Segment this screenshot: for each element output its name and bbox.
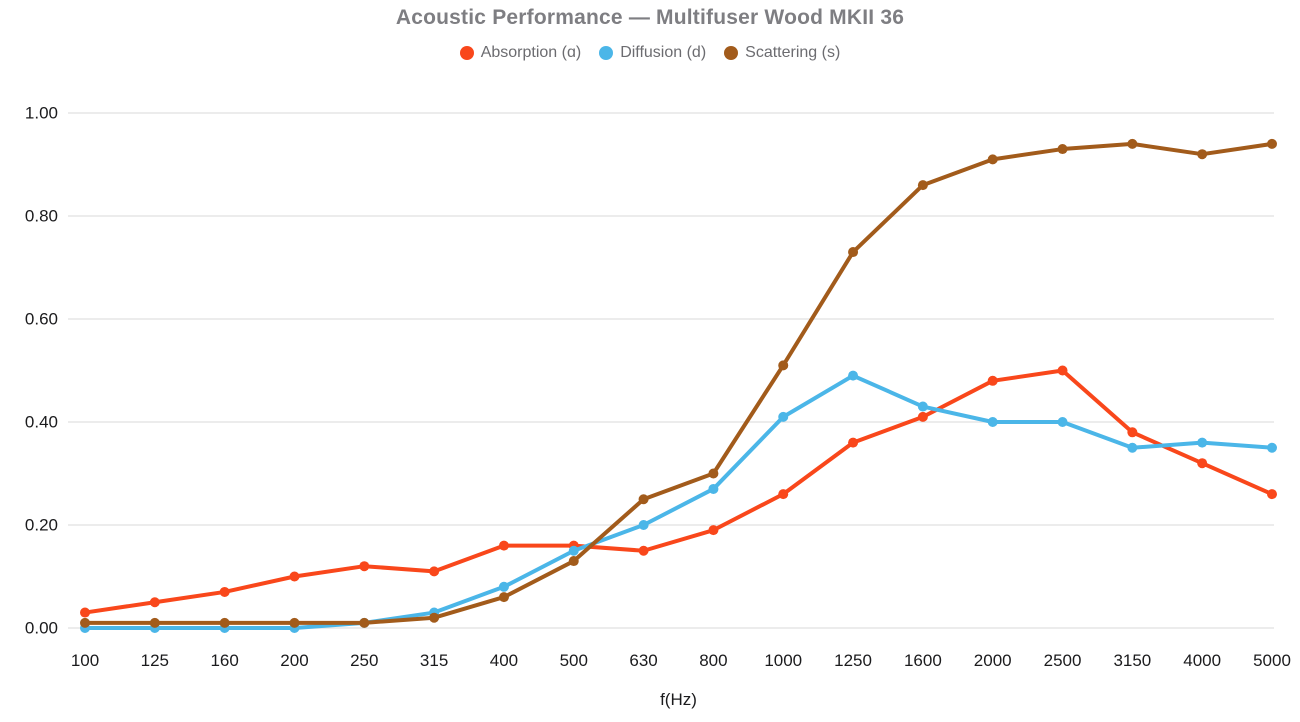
data-point-scattering-250 — [359, 617, 370, 628]
data-point-scattering-1000 — [778, 360, 789, 371]
data-point-absorption-200 — [289, 571, 300, 582]
x-tick-label: 2000 — [974, 651, 1012, 670]
data-point-scattering-630 — [638, 494, 649, 505]
x-tick-label: 3150 — [1113, 651, 1151, 670]
data-point-diffusion-2500 — [1057, 417, 1068, 427]
legend-dot-diffusion — [599, 46, 614, 60]
legend-label-absorption: Absorption (ɑ) — [480, 44, 582, 61]
data-point-diffusion-800 — [708, 483, 719, 494]
data-point-diffusion-630 — [638, 520, 649, 530]
data-point-scattering-4000 — [1197, 149, 1208, 160]
x-tick-label: 400 — [490, 651, 518, 670]
data-point-absorption-400 — [498, 540, 509, 551]
legend-item-diffusion[interactable]: Diffusion (d) — [599, 44, 706, 62]
chart-legend: Absorption (ɑ) Diffusion (d) Scattering (s… — [0, 44, 1300, 62]
data-point-absorption-3150 — [1127, 427, 1138, 438]
data-point-scattering-125 — [149, 617, 160, 628]
x-tick-label: 630 — [629, 651, 657, 670]
data-point-absorption-1000 — [778, 489, 789, 500]
y-tick-label: 0.60 — [25, 310, 58, 329]
data-point-scattering-100 — [80, 617, 90, 628]
data-point-scattering-1250 — [848, 247, 859, 258]
data-point-scattering-315 — [429, 612, 440, 623]
data-point-diffusion-4000 — [1197, 437, 1208, 448]
data-point-absorption-315 — [429, 566, 440, 577]
y-tick-label: 0.20 — [25, 516, 58, 535]
data-point-diffusion-400 — [498, 581, 509, 592]
x-tick-label: 315 — [420, 651, 448, 670]
data-point-diffusion-3150 — [1127, 442, 1138, 453]
data-point-absorption-160 — [219, 586, 230, 597]
x-tick-label: 200 — [280, 651, 308, 670]
data-point-absorption-5000 — [1267, 489, 1277, 500]
data-point-scattering-3150 — [1127, 138, 1138, 149]
data-point-absorption-800 — [708, 525, 719, 536]
data-point-scattering-2500 — [1057, 144, 1068, 155]
data-point-absorption-1250 — [848, 437, 859, 448]
x-tick-label: 125 — [141, 651, 169, 670]
legend-label-scattering: Scattering (s) — [745, 44, 841, 61]
data-point-diffusion-2000 — [987, 417, 998, 427]
legend-dot-scattering — [724, 46, 739, 60]
x-tick-label: 1000 — [764, 651, 802, 670]
x-tick-label: 1600 — [904, 651, 942, 670]
x-tick-label: 4000 — [1183, 651, 1221, 670]
y-tick-label: 0.40 — [25, 413, 58, 432]
x-tick-label: 800 — [699, 651, 727, 670]
x-tick-label: 5000 — [1253, 651, 1291, 670]
data-point-absorption-100 — [80, 607, 90, 618]
series-line-absorption — [83, 368, 1274, 615]
chart-title: Acoustic Performance — Multifuser Wood M… — [395, 6, 905, 29]
legend-item-scattering[interactable]: Scattering (s) — [724, 44, 840, 62]
data-point-diffusion-1000 — [778, 411, 789, 422]
data-point-absorption-250 — [359, 561, 370, 572]
data-point-scattering-200 — [289, 617, 300, 628]
data-point-absorption-630 — [638, 545, 649, 556]
data-point-diffusion-5000 — [1267, 442, 1277, 453]
legend-label-diffusion: Diffusion (d) — [620, 44, 707, 61]
data-point-diffusion-1250 — [848, 370, 859, 381]
x-tick-label: 100 — [71, 651, 99, 670]
x-tick-label: 160 — [210, 651, 238, 670]
data-point-scattering-400 — [498, 592, 509, 603]
legend-dot-absorption — [459, 46, 474, 60]
data-point-diffusion-500 — [568, 545, 579, 556]
x-tick-label: 1250 — [834, 651, 872, 670]
x-axis-title: f(Hz) — [660, 690, 697, 709]
data-point-absorption-1600 — [917, 411, 928, 422]
data-point-diffusion-1600 — [917, 401, 928, 412]
x-tick-label: 250 — [350, 651, 378, 670]
y-tick-label: 0.80 — [25, 207, 58, 226]
x-tick-label: 2500 — [1044, 651, 1082, 670]
data-point-absorption-125 — [149, 597, 160, 608]
data-point-absorption-4000 — [1197, 458, 1208, 469]
legend-item-absorption[interactable]: Absorption (ɑ) — [459, 44, 582, 62]
data-point-scattering-160 — [219, 617, 230, 628]
data-point-scattering-1600 — [917, 180, 928, 191]
data-point-absorption-2500 — [1057, 365, 1068, 376]
data-point-scattering-2000 — [987, 154, 998, 165]
data-point-scattering-5000 — [1267, 138, 1277, 149]
series-line-scattering — [83, 141, 1274, 625]
y-tick-label: 1.00 — [25, 104, 58, 123]
y-tick-label: 0.00 — [25, 619, 58, 638]
series-line-diffusion — [83, 373, 1274, 630]
data-point-absorption-2000 — [987, 375, 998, 386]
data-point-scattering-800 — [708, 468, 719, 479]
data-point-scattering-500 — [568, 556, 579, 567]
x-tick-label: 500 — [560, 651, 588, 670]
